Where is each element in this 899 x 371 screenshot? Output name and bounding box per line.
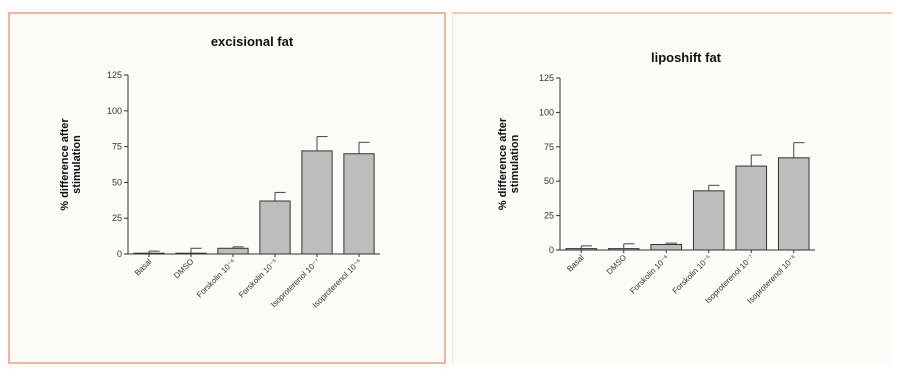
y-tick-label: 0	[117, 249, 122, 259]
chart-panel-liposhift: liposhift fat % difference afterstimulati…	[452, 12, 892, 364]
bar	[692, 190, 725, 251]
bar	[650, 243, 683, 251]
bar	[777, 157, 810, 251]
bar	[565, 248, 598, 251]
bar	[217, 247, 249, 255]
y-tick-label: 125	[539, 73, 554, 83]
y-tick-label: 75	[544, 142, 554, 152]
x-category-label: Forskolin 10⁻⁶	[628, 253, 670, 295]
chart-title: liposhift fat	[651, 50, 722, 65]
chart-panel-excisional: excisional fat % difference afterstimulat…	[8, 12, 446, 364]
chart-liposhift-fat: liposhift fat % difference afterstimulati…	[497, 50, 815, 306]
x-category-label: Basal	[565, 253, 586, 274]
y-axis-label: % difference afterstimulation	[59, 118, 83, 211]
bar	[133, 252, 165, 255]
x-category-label: Basal	[133, 257, 154, 278]
bar	[301, 150, 333, 255]
bar	[259, 200, 291, 255]
bar	[175, 252, 207, 255]
y-axis-label: % difference afterstimulation	[497, 117, 521, 210]
x-category-label: Forskolin 10⁻⁵	[671, 253, 714, 296]
y-tick-label: 125	[107, 70, 122, 80]
y-tick-label: 25	[544, 211, 554, 221]
x-category-label: DMSO	[605, 253, 628, 276]
y-tick-label: 50	[544, 176, 554, 186]
y-tick-label: 50	[112, 177, 122, 187]
y-tick-label: 100	[539, 107, 554, 117]
x-category-label: DMSO	[172, 257, 195, 280]
x-category-label: Forskolin 10⁻⁵	[237, 257, 280, 300]
y-tick-label: 100	[107, 106, 122, 116]
y-tick-label: 75	[112, 142, 122, 152]
bar	[735, 165, 768, 251]
y-tick-label: 0	[549, 245, 554, 255]
bar	[607, 248, 640, 251]
y-tick-label: 25	[112, 213, 122, 223]
chart-title: excisional fat	[211, 34, 294, 49]
chart-excisional-fat: excisional fat % difference afterstimulat…	[59, 34, 380, 310]
bar	[343, 153, 375, 255]
x-category-label: Forskolin 10⁻⁶	[195, 257, 237, 299]
